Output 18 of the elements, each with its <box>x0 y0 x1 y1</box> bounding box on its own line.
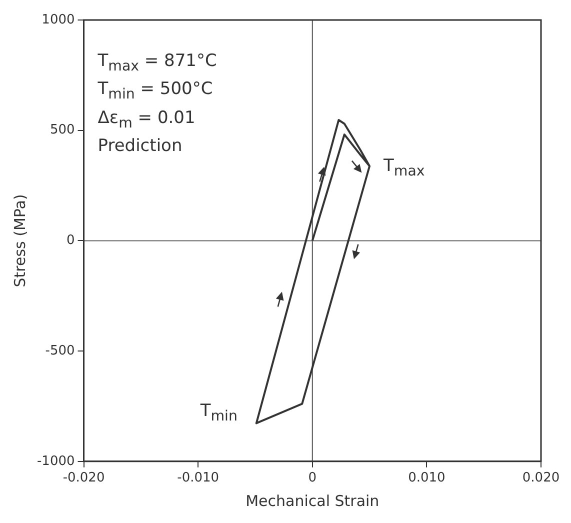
annotation: T$_{min}$ <box>200 401 238 425</box>
x-tick-label: 0 <box>308 470 317 486</box>
x-axis-title: Mechanical Strain <box>246 492 380 510</box>
annotation: T$_{max}$ = 871°C <box>98 50 217 76</box>
annotation: T$_{min}$ = 500°C <box>98 78 214 105</box>
x-tick-label: -0.020 <box>62 470 105 486</box>
y-tick-label: 0 <box>66 233 75 248</box>
x-tick-label: 0.020 <box>522 470 560 486</box>
x-tick-label: -0.010 <box>177 470 220 486</box>
y-tick-label: 500 <box>50 122 75 138</box>
annotation: Prediction <box>98 135 184 158</box>
annotation: Δε$_{m}$ = 0.01 <box>98 106 196 134</box>
y-axis-title: Stress (MPa) <box>10 194 29 288</box>
x-tick-label: 0.010 <box>408 470 446 486</box>
annotation: T$_{max}$ <box>384 156 425 180</box>
y-tick-label: -1000 <box>36 454 75 469</box>
y-tick-label: -500 <box>45 343 75 358</box>
y-tick-label: 1000 <box>42 12 75 28</box>
